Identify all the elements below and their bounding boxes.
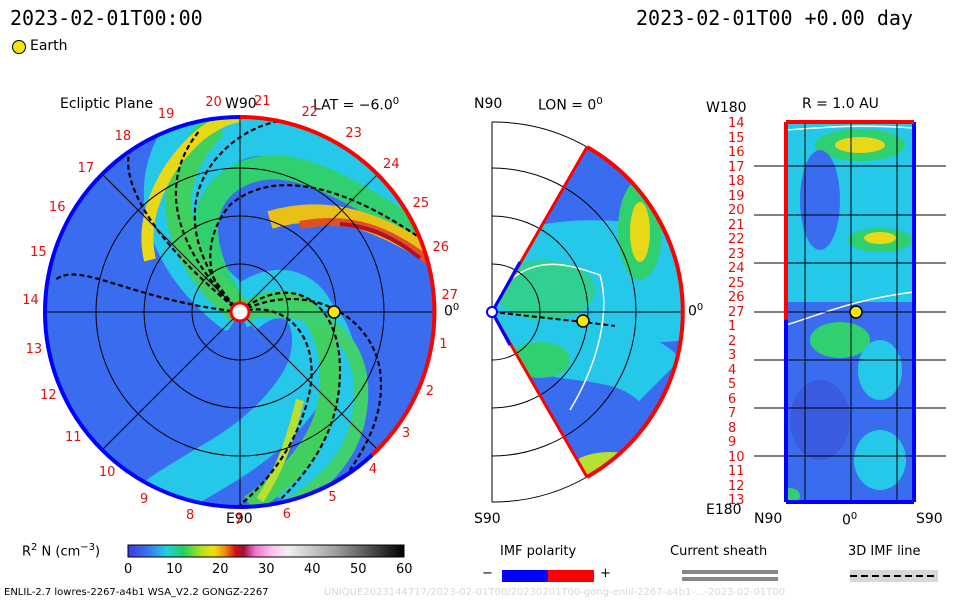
carrington-label: 20 [205, 94, 222, 110]
radial-carrington-label: 17 [728, 159, 745, 175]
radial-carrington-label: 22 [728, 232, 745, 247]
radial-carrington-label: 4 [728, 362, 737, 378]
radial-carrington-label: 8 [728, 420, 737, 436]
carrington-label: 16 [48, 200, 66, 216]
colorbar-tick: 10 [166, 562, 183, 577]
carrington-label: 24 [383, 157, 400, 173]
density-colorbar [127, 544, 405, 558]
carrington-label: 22 [301, 104, 319, 120]
radial-carrington-label: 3 [728, 348, 737, 363]
ecliptic-title: Ecliptic Plane [60, 96, 154, 112]
colorbar-tick: 60 [396, 562, 413, 577]
meridional-bottom-left: S90 [474, 511, 501, 527]
meridional-plane [486, 121, 685, 503]
radial-carrington-label: 15 [728, 130, 745, 146]
colorbar-tick: 30 [258, 562, 275, 577]
radial-carrington-label: 27 [728, 304, 745, 320]
footer-middle: UNIQUE2023144717/2023-02-01T00/20230201T… [324, 587, 786, 598]
radial-carrington-label: 5 [728, 377, 737, 392]
imf-positive-swatch [548, 570, 594, 582]
radial-bottom-s: S90 [916, 511, 943, 527]
radial-top-left: W180 [706, 100, 747, 116]
carrington-label: 1 [439, 337, 448, 353]
radial-carrington-label: 9 [728, 435, 737, 450]
colorbar-tick: 0 [124, 562, 133, 577]
carrington-label: 10 [98, 465, 116, 481]
earth-legend-label: Earth [30, 38, 68, 54]
meridional-right-label: 00 [688, 302, 704, 320]
radial-carrington-label: 12 [728, 478, 745, 494]
radial-r-label: R = 1.0 AU [802, 96, 879, 112]
carrington-label: 19 [157, 106, 175, 122]
radial-carrington-label: 18 [728, 174, 745, 189]
carrington-label: 26 [432, 240, 449, 256]
colorbar-tick: 40 [304, 562, 321, 577]
carrington-label: 17 [77, 160, 95, 176]
radial-carrington-label: 19 [728, 188, 745, 204]
meridional-top-left: N90 [474, 96, 503, 112]
imf-line-label: 3D IMF line [848, 544, 921, 559]
radial-panel [754, 120, 946, 504]
radial-bottom-left: E180 [706, 502, 742, 518]
carrington-label: 13 [25, 341, 43, 357]
carrington-label: 3 [401, 426, 411, 442]
carrington-label: 8 [185, 507, 195, 523]
radial-bottom-n: N90 [754, 511, 783, 527]
carrington-label: 4 [368, 462, 378, 478]
radial-carrington-label: 13 [728, 493, 745, 508]
ecliptic-top-label: W90 [225, 96, 257, 112]
imf-negative-swatch [502, 570, 548, 582]
carrington-label: 15 [30, 245, 47, 261]
radial-carrington-label: 21 [728, 217, 745, 233]
carrington-label: 7 [234, 512, 243, 528]
carrington-label: 18 [114, 128, 132, 144]
carrington-label: 6 [282, 506, 292, 522]
radial-carrington-label: 14 [728, 116, 745, 131]
radial-bottom-zero: 00 [842, 511, 858, 529]
carrington-label: 27 [441, 288, 459, 304]
carrington-label: 25 [412, 195, 430, 211]
earth-marker-meridional [576, 314, 590, 328]
carrington-label: 9 [139, 491, 149, 507]
radial-carrington-label: 7 [728, 406, 737, 421]
ecliptic-plane [42, 115, 437, 510]
earth-marker-radial [849, 305, 863, 319]
carrington-label: 12 [40, 388, 57, 404]
carrington-label: 11 [65, 430, 82, 446]
meridional-lon-label: LON = 00 [538, 96, 603, 114]
radial-carrington-label: 10 [728, 449, 745, 465]
carrington-label: 14 [22, 293, 39, 309]
radial-carrington-label: 1 [728, 319, 737, 334]
carrington-label: 23 [345, 126, 362, 142]
footer-left: ENLIL-2.7 lowres-2267-a4b1 WSA_V2.2 GONG… [4, 587, 269, 598]
carrington-label: 21 [253, 94, 271, 110]
radial-carrington-label: 23 [728, 246, 745, 262]
radial-carrington-label: 6 [728, 391, 737, 407]
imf-minus-label: − [482, 566, 493, 581]
radial-carrington-label: 2 [728, 333, 737, 349]
radial-carrington-label: 24 [728, 261, 745, 276]
datetime-right: 2023-02-01T00 +0.00 day [636, 6, 913, 30]
radial-carrington-label: 11 [728, 464, 745, 479]
current-sheath-label: Current sheath [670, 544, 768, 559]
imf-polarity-label: IMF polarity [500, 544, 577, 559]
datetime-left: 2023-02-01T00:00 [10, 6, 203, 30]
colorbar-tick: 20 [212, 562, 229, 577]
carrington-label: 5 [328, 489, 337, 505]
radial-carrington-label: 26 [728, 290, 745, 305]
ecliptic-bottom-label: E90 [226, 511, 253, 527]
earth-marker-ecliptic [327, 305, 341, 319]
imf-plus-label: + [600, 566, 611, 581]
earth-legend-icon [12, 40, 26, 54]
ecliptic-right-label: 00 [444, 302, 460, 320]
ecliptic-lat-label: LAT = −6.00 [313, 96, 400, 114]
radial-carrington-label: 16 [728, 145, 745, 160]
carrington-label: 2 [425, 383, 435, 399]
radial-carrington-label: 20 [728, 203, 745, 218]
colorbar-tick: 50 [350, 562, 367, 577]
radial-carrington-label: 25 [728, 275, 745, 291]
colorbar-label: R2 N (cm−3) [22, 542, 101, 560]
